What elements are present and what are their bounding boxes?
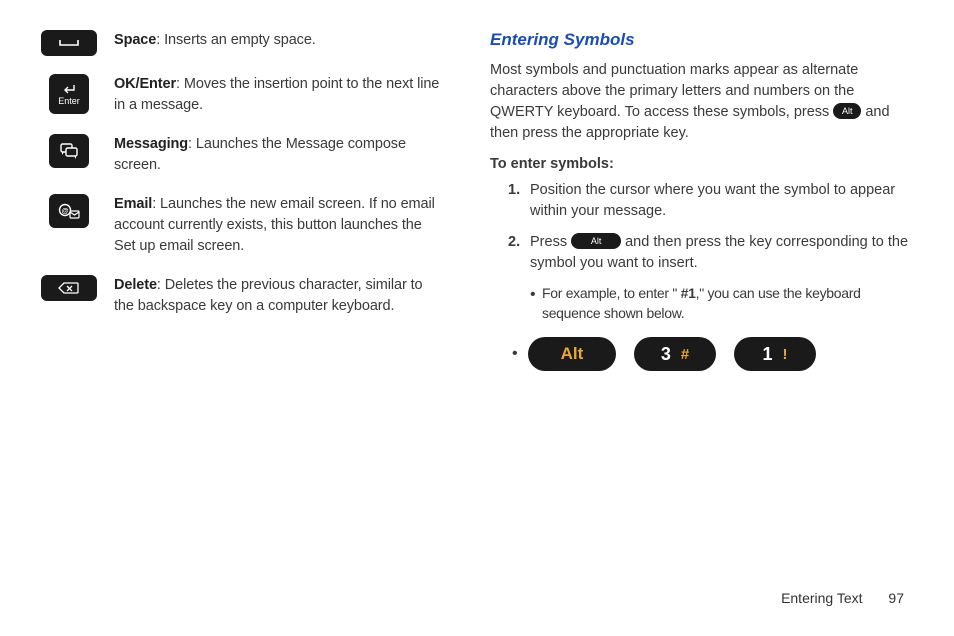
step-item: 2. Press Alt and then press the key corr… [508,232,910,274]
steps-list: 1. Position the cursor where you want th… [490,180,910,274]
key-def-messaging: Messaging: Launches the Message compose … [40,134,440,176]
space-key-icon [41,30,97,56]
step-number: 2. [508,232,520,253]
intro-paragraph: Most symbols and punctuation marks appea… [490,60,910,144]
step-number: 1. [508,180,520,201]
key-desc: Messaging: Launches the Message compose … [114,134,440,176]
seq-3-key: 3# [634,337,716,371]
key-def-enter: Enter OK/Enter: Moves the insertion poin… [40,74,440,116]
alt-pill: Alt [833,103,861,119]
key-def-delete: Delete: Deletes the previous character, … [40,275,440,317]
key-desc: Delete: Deletes the previous character, … [114,275,440,317]
example-bullet: For example, to enter " #1," you can use… [490,284,910,323]
page-footer: Entering Text 97 [781,590,904,606]
key-sequence: Alt 3# 1! [490,337,910,371]
email-key-icon: @ [49,194,89,228]
seq-alt-key: Alt [528,337,616,371]
footer-section: Entering Text [781,590,862,606]
delete-key-icon [41,275,97,301]
left-column: Space: Inserts an empty space. Enter OK/… [40,30,440,371]
svg-text:@: @ [62,208,69,215]
key-def-space: Space: Inserts an empty space. [40,30,440,56]
enter-key-icon: Enter [49,74,89,114]
section-heading: Entering Symbols [490,30,910,50]
enter-label: Enter [58,96,80,106]
key-desc: Email: Launches the new email screen. If… [114,194,440,257]
sub-heading: To enter symbols: [490,156,910,172]
key-def-email: @ Email: Launches the new email screen. … [40,194,440,257]
right-column: Entering Symbols Most symbols and punctu… [490,30,910,371]
key-desc: Space: Inserts an empty space. [114,30,316,51]
content-columns: Space: Inserts an empty space. Enter OK/… [40,30,914,371]
footer-page-number: 97 [888,590,904,606]
messaging-key-icon [49,134,89,168]
alt-pill: Alt [571,233,621,249]
key-desc: OK/Enter: Moves the insertion point to t… [114,74,440,116]
seq-1-key: 1! [734,337,816,371]
step-item: 1. Position the cursor where you want th… [508,180,910,222]
